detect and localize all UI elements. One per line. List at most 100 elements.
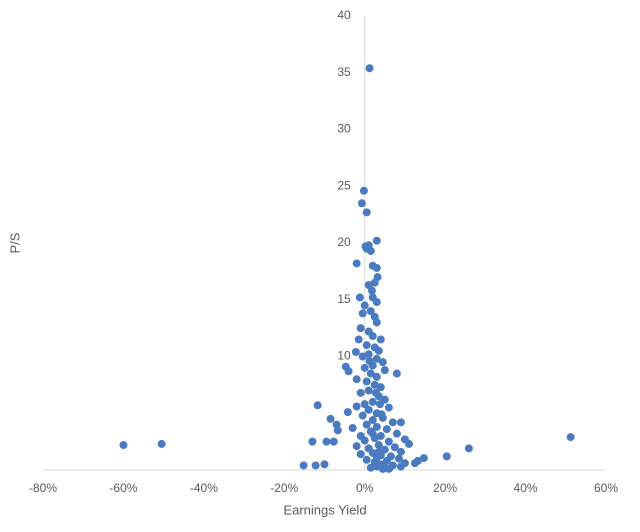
point [410,459,419,468]
point [380,445,389,454]
y-tick-label: 10 [337,349,351,363]
point [396,447,405,456]
x-tick-label: -40% [190,481,218,495]
point [384,464,393,473]
x-tick-label: -80% [29,481,57,495]
point [365,357,374,366]
point [344,367,353,376]
point [370,380,379,389]
point [368,397,377,406]
point [378,464,387,473]
point [392,429,401,438]
point [377,410,386,419]
point [352,402,361,411]
point [374,447,383,456]
point [358,411,367,420]
point [359,186,368,195]
point [311,461,320,470]
point [351,347,360,356]
point [372,263,381,272]
point [360,301,369,310]
y-tick-label: 35 [337,65,351,79]
point [355,293,364,302]
point [384,403,393,412]
point [372,372,381,381]
point [362,420,371,429]
point [366,463,375,472]
point [566,433,575,442]
point [365,64,374,73]
point [372,422,381,431]
point [157,439,166,448]
x-tick-label: -60% [109,481,137,495]
point [364,386,373,395]
point [384,437,393,446]
point [362,208,371,217]
point [322,437,331,446]
point [366,246,375,255]
point [375,400,384,409]
point [364,405,373,414]
point [364,350,373,359]
point [299,461,308,470]
point [374,346,383,355]
point [380,366,389,375]
point [367,286,376,295]
point [356,324,365,333]
point [308,437,317,446]
point [368,429,377,438]
point [392,369,401,378]
point [354,335,363,344]
point [382,456,391,465]
point [357,199,366,208]
point [326,414,335,423]
point [378,358,387,367]
point [366,369,375,378]
point [372,318,381,327]
point [371,388,380,397]
point [329,437,338,446]
point [394,454,403,463]
point [370,278,379,287]
y-tick-label: 25 [337,178,351,192]
y-tick-label: 40 [337,8,351,22]
point [464,444,473,453]
y-tick-label: 20 [337,235,351,249]
point [352,375,361,384]
x-axis-title: Earnings Yield [283,502,366,517]
x-tick-label: -20% [270,481,298,495]
point [388,418,397,427]
point [356,388,365,397]
point [366,307,375,316]
point [343,408,352,417]
y-tick-label: 30 [337,122,351,136]
point [360,436,369,445]
point [333,426,342,435]
point [382,425,391,434]
point [352,259,361,268]
point [356,450,365,459]
point [360,363,369,372]
point [313,401,322,410]
point [362,341,371,350]
y-tick-label: 15 [337,292,351,306]
point [376,383,385,392]
point [396,418,405,427]
x-tick-label: 20% [433,481,457,495]
point [358,352,367,361]
point [358,309,367,318]
point [372,236,381,245]
point [376,335,385,344]
x-tick-label: 40% [514,481,538,495]
point [352,442,361,451]
point [360,400,369,409]
y-axis-title: P/S [7,232,22,253]
point [404,439,413,448]
point [442,452,451,461]
point [320,460,329,469]
point [372,354,381,363]
point [348,424,357,433]
point [374,441,383,450]
